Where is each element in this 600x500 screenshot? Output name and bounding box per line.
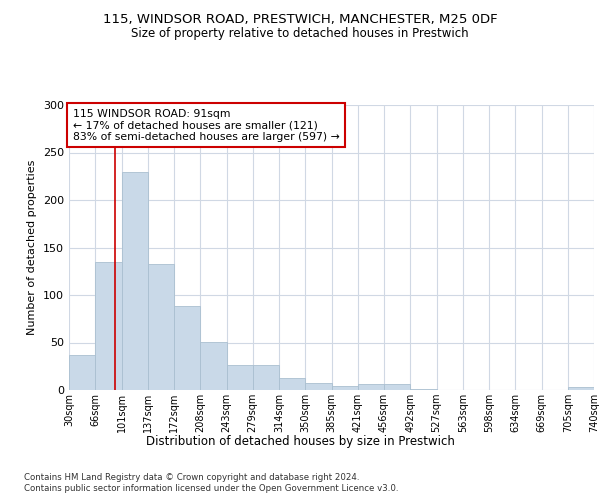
Bar [69, 355, 95, 390]
Bar [253, 366, 279, 390]
Bar [410, 389, 437, 390]
Text: 115, WINDSOR ROAD, PRESTWICH, MANCHESTER, M25 0DF: 115, WINDSOR ROAD, PRESTWICH, MANCHESTER… [103, 12, 497, 26]
Bar [121, 172, 148, 390]
Bar [148, 264, 174, 390]
Bar [305, 384, 331, 390]
Text: Size of property relative to detached houses in Prestwich: Size of property relative to detached ho… [131, 28, 469, 40]
Text: Contains public sector information licensed under the Open Government Licence v3: Contains public sector information licen… [24, 484, 398, 493]
Text: Contains HM Land Registry data © Crown copyright and database right 2024.: Contains HM Land Registry data © Crown c… [24, 472, 359, 482]
Bar [568, 387, 594, 390]
Bar [227, 366, 253, 390]
Bar [331, 386, 358, 390]
Bar [384, 384, 410, 390]
Bar [358, 384, 384, 390]
Y-axis label: Number of detached properties: Number of detached properties [28, 160, 37, 335]
Bar [279, 378, 305, 390]
Bar [200, 342, 227, 390]
Bar [95, 262, 121, 390]
Text: Distribution of detached houses by size in Prestwich: Distribution of detached houses by size … [146, 435, 454, 448]
Text: 115 WINDSOR ROAD: 91sqm
← 17% of detached houses are smaller (121)
83% of semi-d: 115 WINDSOR ROAD: 91sqm ← 17% of detache… [73, 109, 340, 142]
Bar [174, 306, 200, 390]
